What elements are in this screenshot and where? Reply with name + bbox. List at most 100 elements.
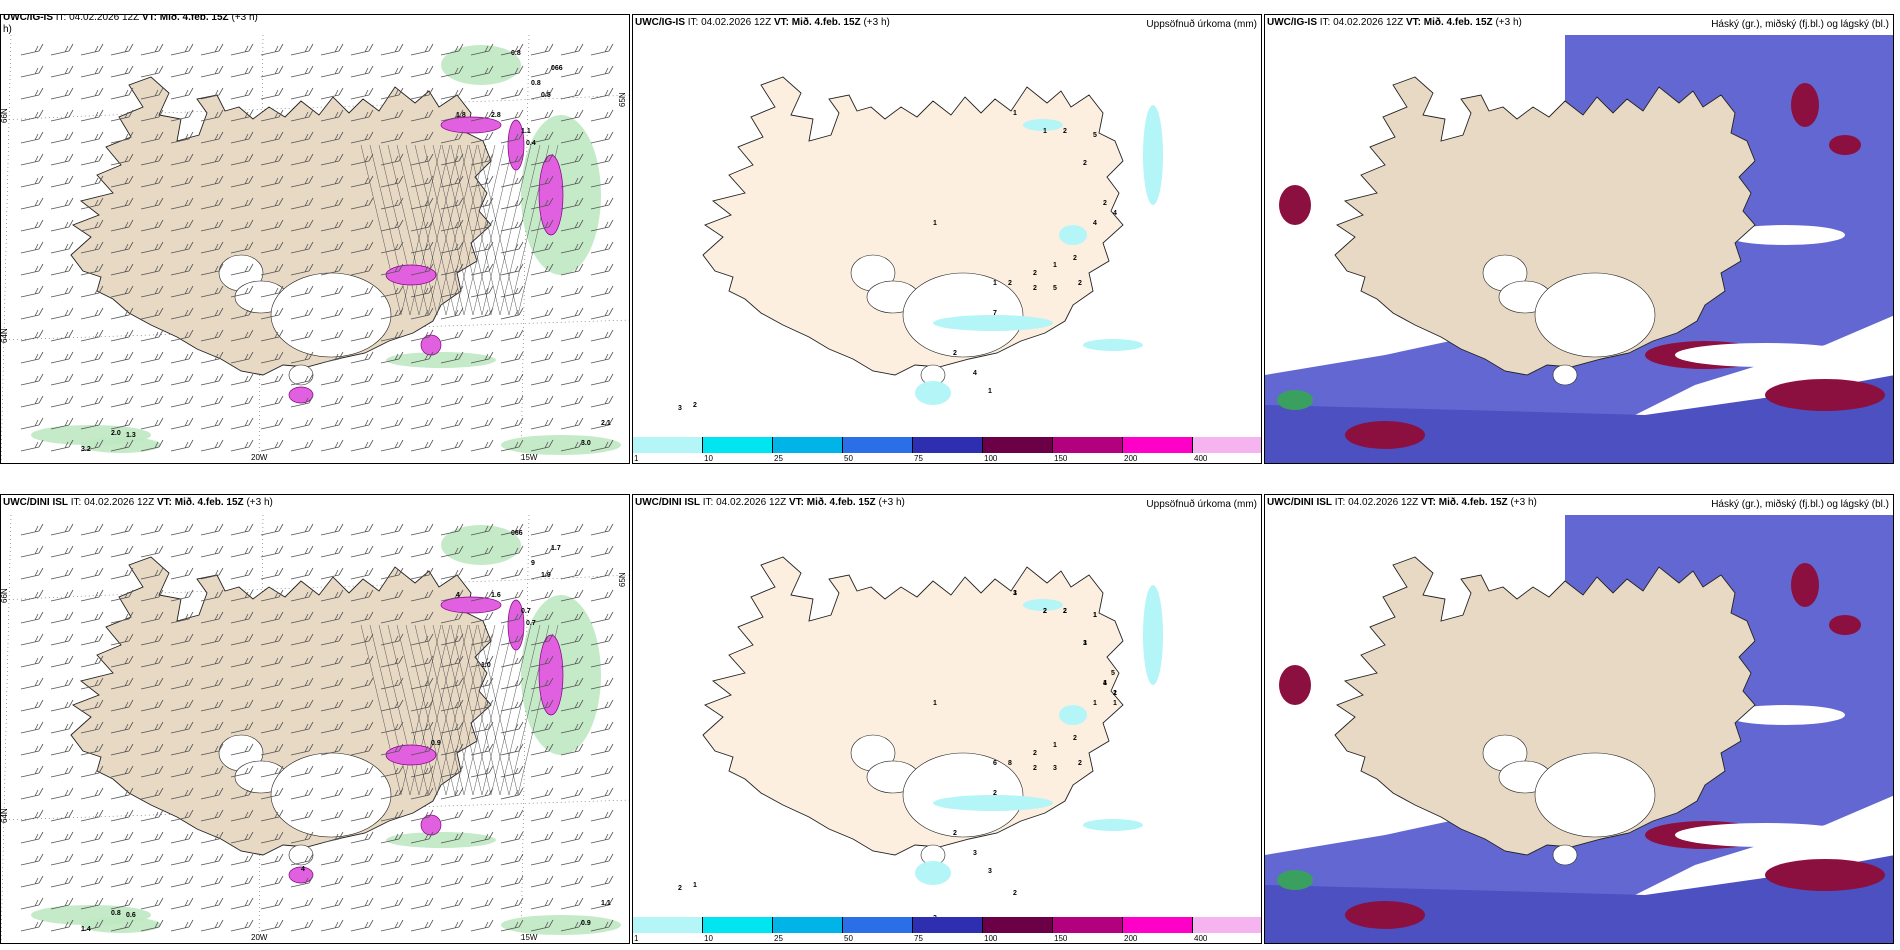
precip-value-label: 3 [678, 405, 682, 412]
wind-barb [50, 523, 74, 536]
wind-barb [110, 699, 134, 712]
wind-barb [440, 567, 464, 580]
wind-barb [380, 655, 404, 668]
high-cloud-area [1765, 379, 1885, 411]
wind-barb [440, 439, 464, 452]
hatch-line [409, 144, 451, 316]
wind-barb [260, 677, 284, 690]
colorbar-tick-label: 150 [1054, 934, 1068, 943]
wind-barb [590, 677, 614, 690]
wind-barb [20, 633, 44, 646]
precip-value-label: 2 [1033, 270, 1037, 277]
wind-barb [140, 197, 164, 210]
precip-area [1059, 225, 1087, 245]
value-label: 1.1 [601, 900, 611, 907]
wind-barb [440, 523, 464, 536]
longitude-label: 15W [521, 933, 538, 942]
wind-barb [350, 307, 374, 320]
wind-barb [590, 329, 614, 342]
wind-barb [470, 831, 494, 844]
precip-area [81, 917, 161, 933]
wind-barb [170, 875, 194, 888]
wind-barb [320, 743, 344, 756]
precip-area [501, 435, 621, 455]
wind-barb [260, 197, 284, 210]
wind-barb [320, 633, 344, 646]
colorbar-swatch [913, 917, 983, 933]
wind-barb [80, 307, 104, 320]
wind-barb [20, 285, 44, 298]
wind-barb [440, 699, 464, 712]
wind-barb [290, 655, 314, 668]
model-name: UWC/DINI ISL [635, 497, 700, 508]
colorbar-swatch [773, 917, 843, 933]
colorbar-swatch [773, 437, 843, 453]
wind-barb [140, 219, 164, 232]
wind-barb [170, 43, 194, 56]
wind-barb [500, 919, 524, 932]
wind-barb [80, 241, 104, 254]
wind-barb [230, 809, 254, 822]
wind-barb [230, 919, 254, 932]
field-title: Háský (gr.), miðský (fj.bl.) og lágský (… [1711, 19, 1889, 30]
wind-barb [350, 655, 374, 668]
wind-barb [320, 567, 344, 580]
wind-barb [200, 395, 224, 408]
snow-cell [288, 386, 314, 404]
precip-area [933, 315, 1053, 331]
wind-barb [440, 241, 464, 254]
wind-barb [20, 439, 44, 452]
wind-barb [530, 241, 554, 254]
wind-barb [140, 699, 164, 712]
precip-value-label: 6 [993, 760, 997, 767]
hatch-line [400, 624, 442, 796]
wind-barb [530, 351, 554, 364]
wind-barb [380, 219, 404, 232]
wind-barb [380, 875, 404, 888]
wind-barb [470, 109, 494, 122]
value-label: 3.2 [81, 446, 91, 453]
wind-barb [110, 109, 134, 122]
wind-barb [470, 417, 494, 430]
wind-barb [470, 809, 494, 822]
precip-value-label: 2 [953, 830, 957, 837]
precip-area [915, 861, 951, 885]
wind-barb [530, 831, 554, 844]
wind-barb [110, 43, 134, 56]
precip-value-label: 4 [1103, 680, 1107, 687]
wind-barb [560, 523, 584, 536]
wind-barb [200, 589, 224, 602]
wind-barb [20, 109, 44, 122]
wind-barb [380, 611, 404, 624]
wind-barb [140, 175, 164, 188]
wind-barb [110, 853, 134, 866]
wind-barb [200, 765, 224, 778]
wind-barb [50, 853, 74, 866]
wind-barb [440, 263, 464, 276]
colorbar-swatch [1123, 917, 1193, 933]
colorbar-tick-label: 10 [704, 934, 713, 943]
wind-barb [20, 831, 44, 844]
wind-barb [50, 875, 74, 888]
wind-barb [140, 43, 164, 56]
iceland [70, 76, 492, 386]
wind-barb [50, 655, 74, 668]
model-name: UWC/DINI ISL [1267, 497, 1332, 508]
wind-barb [380, 919, 404, 932]
wind-barb [380, 307, 404, 320]
wind-barb [110, 219, 134, 232]
wind-barb [50, 197, 74, 210]
wind-barb [290, 285, 314, 298]
wind-barb [290, 241, 314, 254]
wind-barb [470, 395, 494, 408]
wind-barb [20, 589, 44, 602]
wind-barb [440, 219, 464, 232]
wind-barb [80, 633, 104, 646]
wind-barb [50, 241, 74, 254]
hatch-line [378, 624, 420, 796]
wind-barb [170, 655, 194, 668]
wind-barb [140, 677, 164, 690]
wind-barb [590, 65, 614, 78]
snow-cell [538, 154, 564, 236]
precip-value-label: 4 [973, 370, 977, 377]
